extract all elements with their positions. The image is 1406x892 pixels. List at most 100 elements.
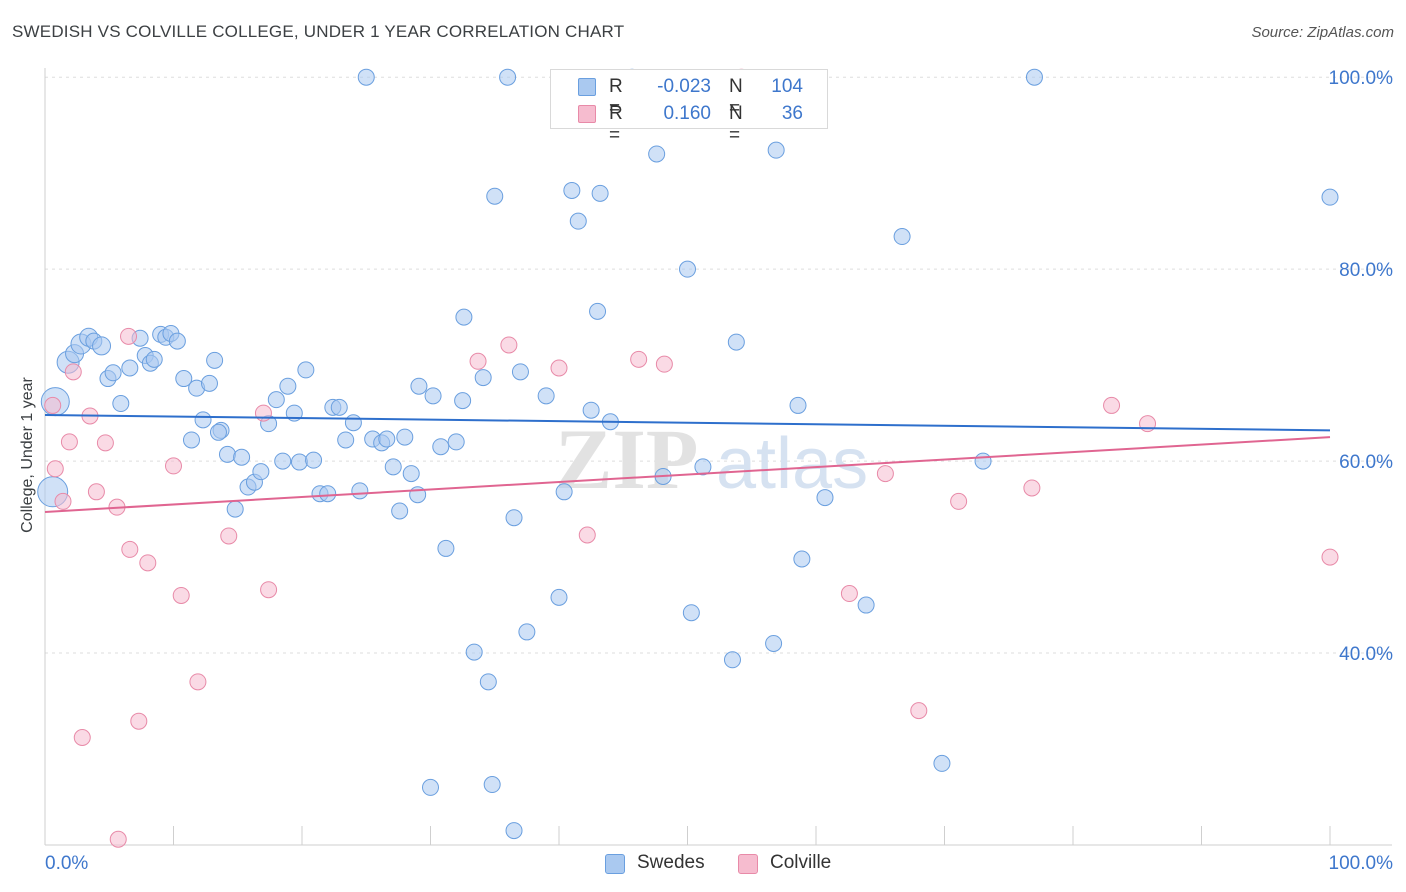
legend-r-value-colville: 0.160 <box>663 103 711 124</box>
swedes-point <box>974 452 992 470</box>
swedes-point <box>893 228 911 246</box>
swedes-point <box>789 396 807 414</box>
colville-point <box>54 492 72 510</box>
colville-point <box>550 359 568 377</box>
swedes-point <box>104 364 122 382</box>
swedes-point <box>682 604 700 622</box>
swedes-point <box>1025 68 1043 86</box>
legend-n-label: N = <box>729 103 743 146</box>
watermark: ZIP atlas <box>555 411 868 507</box>
swedes-point <box>218 445 236 463</box>
swedes-point <box>209 423 227 441</box>
swedes-point <box>337 431 355 449</box>
colville-point <box>469 352 487 370</box>
colville-point <box>165 457 182 475</box>
swedes-point <box>563 181 581 199</box>
swedes-point <box>200 374 218 392</box>
legend-swatch-swedes <box>605 854 625 874</box>
swedes-point <box>330 398 348 416</box>
colville-point <box>46 460 64 478</box>
chart-title: SWEDISH VS COLVILLE COLLEGE, UNDER 1 YEA… <box>12 22 625 41</box>
swedes-point <box>479 673 497 691</box>
colville-point <box>130 712 148 730</box>
colville-point <box>120 327 138 345</box>
colville-point <box>578 526 596 544</box>
swedes-point <box>424 387 442 405</box>
y-tick-label: 60.0% <box>1339 452 1393 473</box>
swedes-point <box>344 414 362 432</box>
colville-point <box>60 433 78 451</box>
x-tick-label: 100.0% <box>1329 853 1394 874</box>
swedes-point <box>432 438 450 456</box>
legend-label-colville: Colville <box>770 852 832 873</box>
swedes-point <box>267 391 285 409</box>
colville-point <box>1321 548 1339 566</box>
y-tick-label: 80.0% <box>1339 260 1393 281</box>
colville-point <box>139 554 157 572</box>
swedes-point <box>194 411 212 429</box>
swedes-point <box>422 778 439 796</box>
series-legend: Swedes Colville <box>0 852 1406 878</box>
y-tick-label: 40.0% <box>1339 644 1393 665</box>
swedes-point <box>1321 188 1339 206</box>
colville-point <box>87 483 105 501</box>
swedes-point <box>447 433 465 451</box>
swedes-point <box>378 430 396 448</box>
swedes-point <box>175 370 193 388</box>
stats-legend: R = -0.023 N = 104 R = 0.160 N = 36 <box>550 69 828 146</box>
colville-trend-line <box>44 436 1331 513</box>
swedes-point <box>454 392 472 410</box>
swedes-point <box>582 401 600 419</box>
watermark-atlas: atlas <box>716 424 868 504</box>
colville-point <box>950 492 968 510</box>
swedes-point <box>723 651 741 669</box>
swedes-point <box>357 68 375 86</box>
swedes-point <box>290 453 308 471</box>
colville-point <box>189 673 207 691</box>
swedes-point <box>767 141 785 159</box>
swedes-point <box>589 302 607 320</box>
legend-n-value-colville: 36 <box>781 103 803 124</box>
swedes-point <box>168 332 186 350</box>
swedes-point <box>555 483 573 501</box>
points-layer <box>37 68 1339 848</box>
swedes-point <box>252 463 270 481</box>
swedes-point <box>279 377 297 395</box>
grid-layer: 40.0% 60.0% 80.0% 100.0% <box>45 68 1393 665</box>
swedes-point <box>816 489 834 507</box>
swedes-point <box>679 260 696 278</box>
swedes-point <box>793 550 811 568</box>
swedes-point <box>145 350 163 368</box>
swedes-point <box>437 539 455 557</box>
swedes-point <box>537 387 555 405</box>
swedes-point <box>505 509 523 527</box>
swedes-point <box>112 395 130 413</box>
colville-point <box>172 586 190 604</box>
legend-r-label: R = <box>609 103 623 146</box>
x-tick-label: 0.0% <box>45 853 88 874</box>
colville-point <box>220 527 238 545</box>
colville-point <box>910 702 928 720</box>
swedes-point <box>765 634 783 652</box>
legend-swatch-colville <box>578 105 596 123</box>
colville-point <box>73 729 91 747</box>
colville-point <box>96 434 114 452</box>
swedes-point <box>727 333 745 351</box>
swedes-point <box>465 643 483 661</box>
swedes-point <box>505 822 523 840</box>
swedes-point <box>591 184 609 202</box>
swedes-point <box>206 351 224 369</box>
swedes-point <box>233 448 251 466</box>
swedes-trend-line <box>44 414 1331 432</box>
swedes-point <box>351 482 369 500</box>
legend-n-value-swedes: 104 <box>771 76 803 97</box>
swedes-point <box>455 308 473 326</box>
swedes-point <box>297 361 315 379</box>
colville-point <box>1103 396 1121 414</box>
axis-layer: 0.0% 100.0% <box>44 68 1394 874</box>
swedes-point <box>402 465 420 483</box>
legend-swatch-swedes <box>578 78 596 96</box>
colville-point <box>260 581 278 599</box>
colville-point <box>254 404 272 422</box>
chart-source: Source: ZipAtlas.com <box>1251 24 1394 41</box>
